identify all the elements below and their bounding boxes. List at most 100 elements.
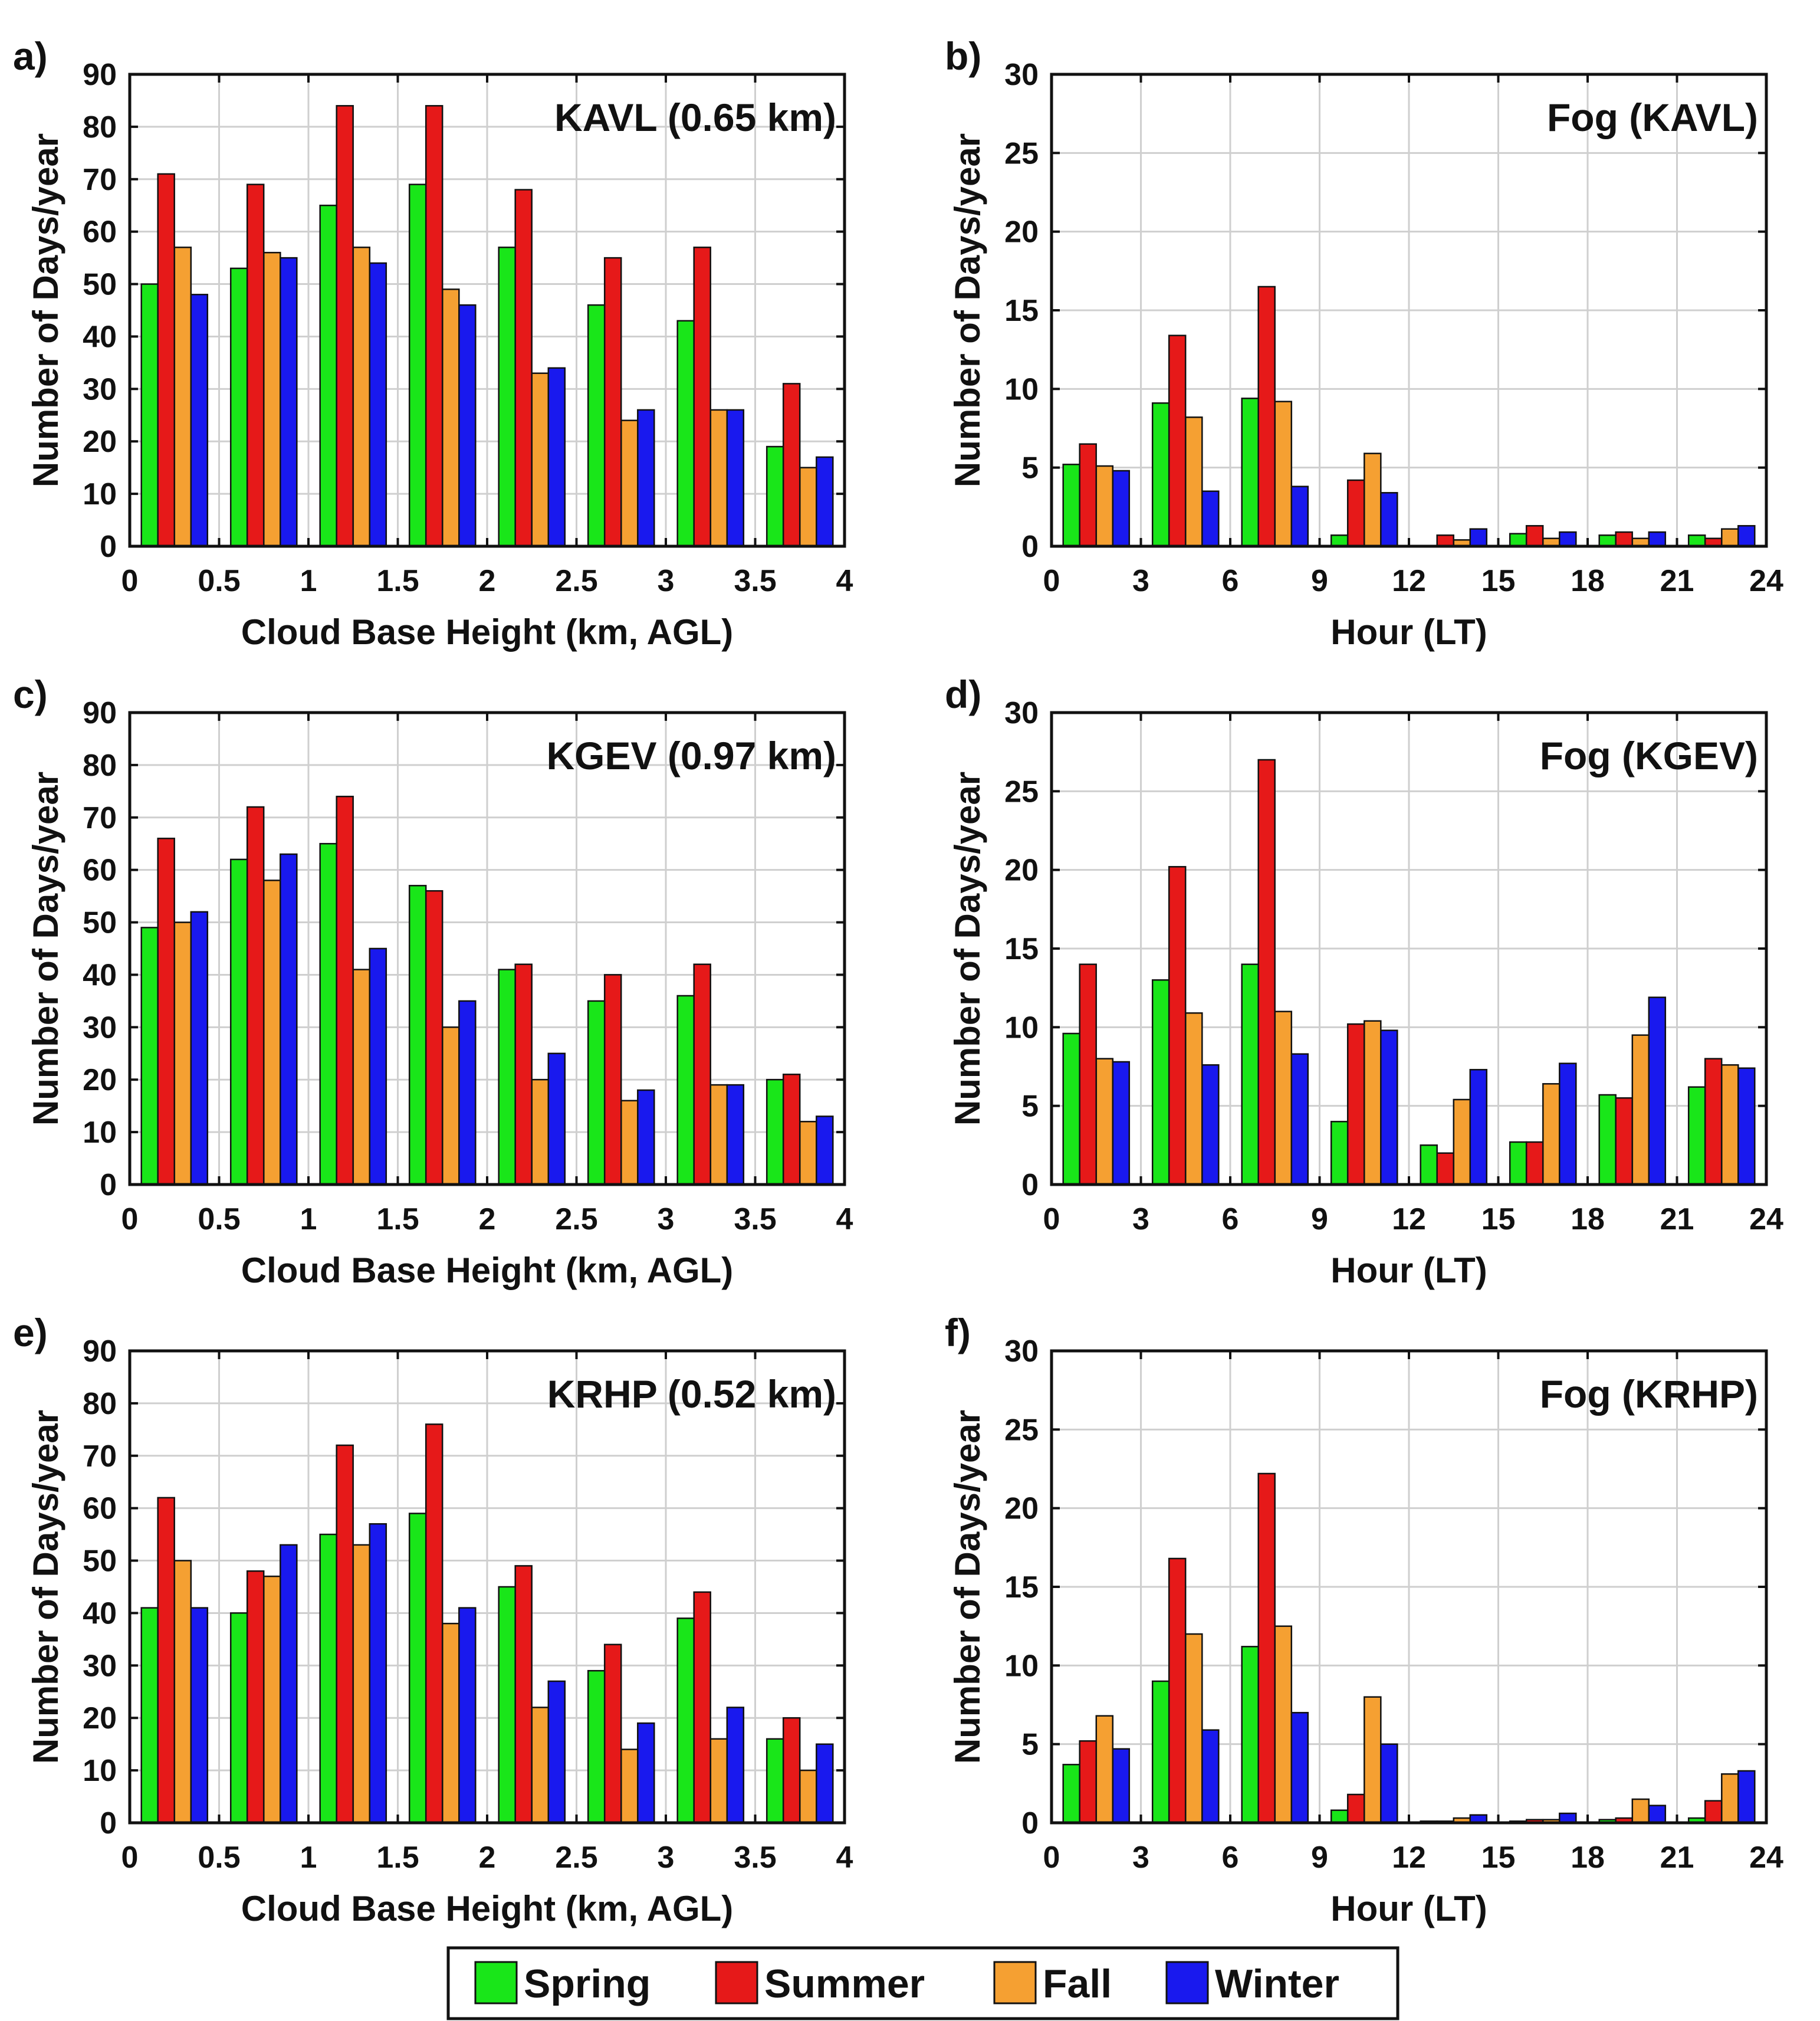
bar-summer <box>603 974 622 1186</box>
y-tick-label: 50 <box>83 1544 117 1579</box>
bar-summer <box>782 1717 801 1824</box>
bar-winter <box>1559 1062 1577 1186</box>
x-axis-label: Cloud Base Height (km, AGL) <box>241 612 734 652</box>
y-tick-label: 20 <box>83 1701 117 1735</box>
x-tick-label: 12 <box>1392 1202 1426 1236</box>
x-axis-label: Cloud Base Height (km, AGL) <box>241 1889 734 1928</box>
panel-d: 0 3 6 9 12 15 18 21 24 0 5 10 15 20 25 30 Hour (LT) Numbe… <box>945 672 1783 1290</box>
y-tick-label: 30 <box>1004 1334 1039 1369</box>
x-tick-label: 2.5 <box>555 564 597 598</box>
y-tick-label: 10 <box>83 1754 117 1788</box>
x-tick-label: 2 <box>479 1840 496 1875</box>
y-tick-label: 5 <box>1021 451 1039 485</box>
bar-winter <box>1469 1069 1488 1186</box>
x-tick-label: 3 <box>658 1840 675 1875</box>
panel-tag: d) <box>945 672 981 716</box>
x-tick-label: 0.5 <box>198 1202 240 1236</box>
y-tick-label: 30 <box>83 372 117 406</box>
y-tick-label: 30 <box>1004 58 1039 92</box>
bar-fall <box>1721 528 1739 547</box>
bar-winter <box>280 1544 298 1824</box>
bar-fall <box>1274 1011 1293 1186</box>
y-tick-label: 80 <box>83 110 117 145</box>
bar-spring <box>498 1586 516 1824</box>
x-tick-label: 3 <box>1132 564 1149 598</box>
legend-swatch-fall <box>993 1961 1037 2004</box>
y-tick-label: 60 <box>83 854 117 888</box>
bar-winter <box>1737 525 1756 547</box>
bar-spring <box>1062 1032 1080 1186</box>
bar-winter <box>190 1607 209 1824</box>
x-axis-label: Hour (LT) <box>1330 1889 1487 1928</box>
y-axis-label: Number of Days/year <box>26 772 65 1126</box>
bar-spring <box>1687 534 1706 547</box>
bar-fall <box>531 372 550 547</box>
bar-fall <box>620 1748 639 1824</box>
bar-spring <box>140 927 159 1186</box>
bar-winter <box>816 456 834 547</box>
bar-spring <box>229 858 248 1186</box>
bar-fall <box>1185 1012 1203 1186</box>
bar-winter <box>1201 490 1220 547</box>
bar-summer <box>1615 1097 1633 1186</box>
bar-fall <box>799 467 817 547</box>
bar-winter <box>458 1000 477 1186</box>
panel-tag: f) <box>945 1311 971 1354</box>
bar-summer <box>246 1570 265 1824</box>
legend-label-fall: Fall <box>1043 1961 1112 2006</box>
panel-b: 0 3 6 9 12 15 18 21 24 0 5 10 15 20 25 30 Hour (LT) Numbe… <box>945 34 1783 652</box>
bar-summer <box>1704 1800 1723 1824</box>
y-tick-label: 15 <box>1004 294 1039 328</box>
bar-fall <box>709 1738 728 1824</box>
bar-spring <box>766 1738 784 1824</box>
x-tick-label: 1 <box>300 1840 317 1875</box>
y-tick-label: 20 <box>1004 854 1039 888</box>
y-tick-label: 90 <box>83 696 117 730</box>
bar-fall <box>799 1121 817 1186</box>
y-tick-label: 20 <box>83 425 117 459</box>
bar-spring <box>319 204 337 547</box>
bar-spring <box>1509 1141 1527 1186</box>
bar-fall <box>352 969 371 1186</box>
bar-winter <box>726 1707 745 1824</box>
bar-summer <box>1346 479 1365 547</box>
x-axis-label: Hour (LT) <box>1330 1251 1487 1290</box>
bar-fall <box>263 880 281 1186</box>
bar-fall <box>1453 1098 1471 1186</box>
x-tick-label: 2.5 <box>555 1840 597 1875</box>
y-tick-label: 20 <box>83 1063 117 1097</box>
bar-summer <box>1615 531 1633 547</box>
bar-fall <box>620 1100 639 1186</box>
bar-spring <box>1241 1646 1259 1824</box>
bar-fall <box>709 1084 728 1186</box>
bar-winter <box>1648 531 1667 547</box>
bar-summer <box>246 183 265 547</box>
legend-label-spring: Spring <box>524 1961 651 2006</box>
y-tick-label: 70 <box>83 163 117 197</box>
x-tick-label: 1.5 <box>376 1202 419 1236</box>
x-axis-label: Cloud Base Height (km, AGL) <box>241 1251 734 1290</box>
bar-winter <box>1290 485 1309 547</box>
bar-spring <box>1509 533 1527 547</box>
bar-spring <box>587 1669 606 1824</box>
panel-a: 0 0.5 1 1.5 2 2.5 3 3.5 40102030405060708090Clou… <box>13 34 853 652</box>
bar-summer <box>1079 963 1097 1186</box>
bar-spring <box>1241 398 1259 547</box>
bar-spring <box>1062 464 1080 547</box>
x-tick-label: 15 <box>1481 1840 1516 1875</box>
bar-winter <box>816 1743 834 1824</box>
bar-spring <box>229 267 248 547</box>
bar-summer <box>782 383 801 547</box>
bar-winter <box>816 1116 834 1186</box>
y-tick-label: 20 <box>1004 1492 1039 1526</box>
bar-fall <box>1274 401 1293 547</box>
x-tick-label: 3.5 <box>734 1202 776 1236</box>
bar-fall <box>1721 1064 1739 1186</box>
bar-summer <box>336 1444 354 1824</box>
bar-winter <box>1380 1029 1398 1186</box>
bar-fall <box>709 409 728 547</box>
bar-fall <box>173 1560 192 1824</box>
bar-summer <box>157 173 175 547</box>
bar-winter <box>1559 531 1577 547</box>
bar-fall <box>173 247 192 547</box>
